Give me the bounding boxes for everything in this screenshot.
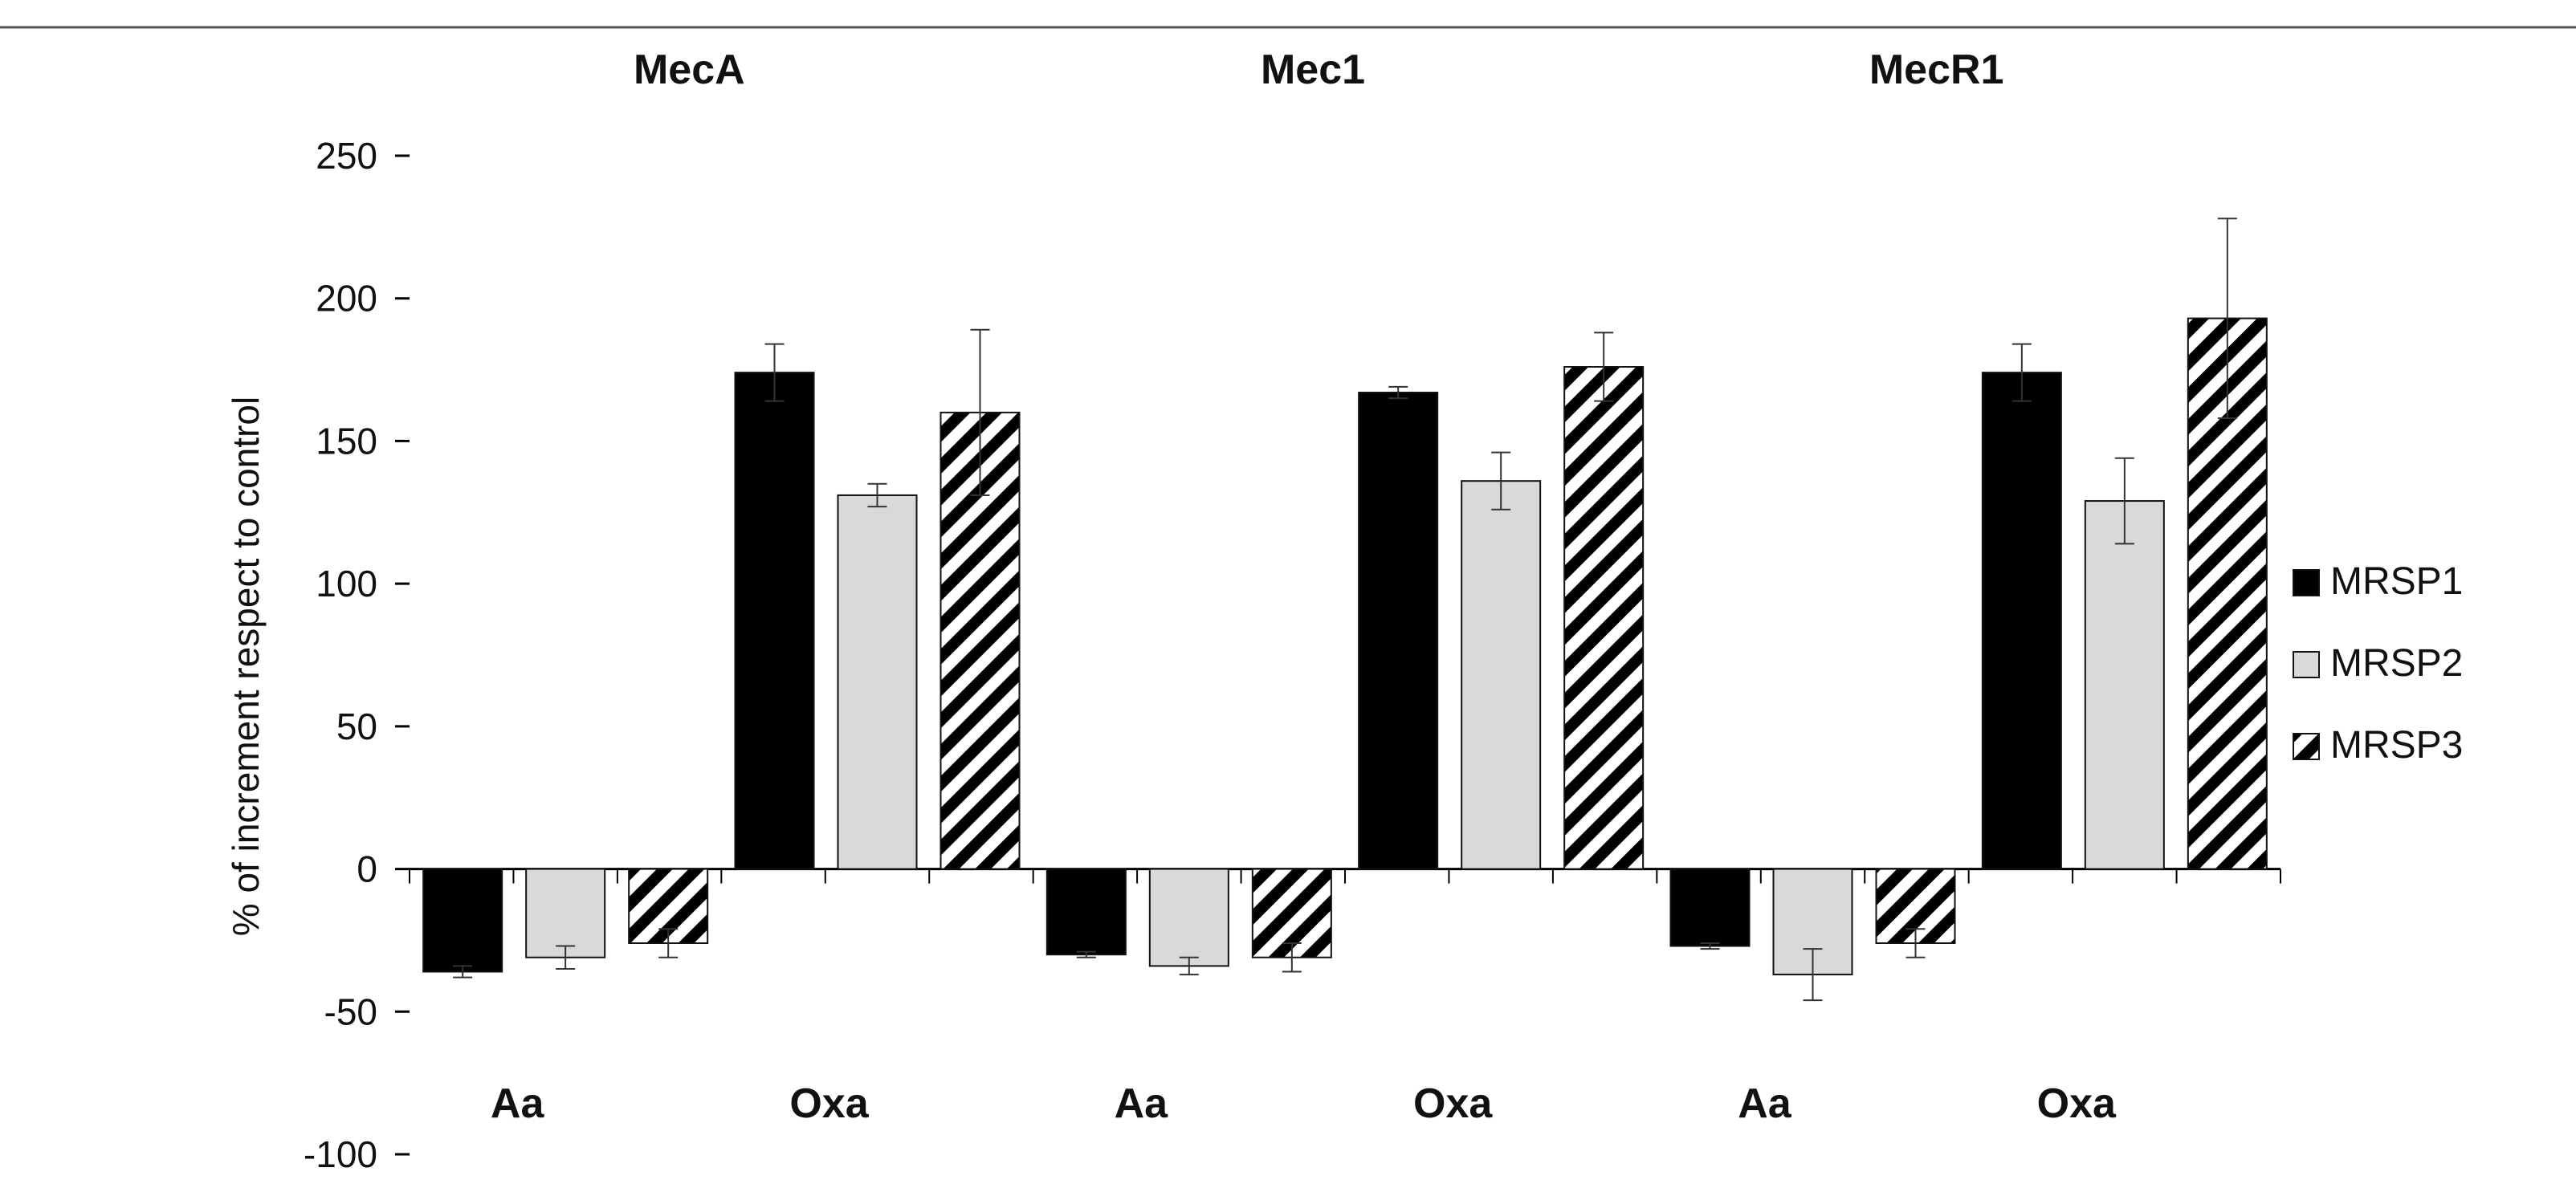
bar-mrsp1: [734, 372, 815, 870]
bar-mrsp1: [422, 868, 503, 973]
y-tick-label: -50: [324, 991, 377, 1032]
bar-mrsp1: [1669, 868, 1751, 947]
legend-label: MRSP3: [2330, 724, 2463, 767]
bar-mrsp3: [1563, 366, 1645, 870]
group-title: MecA: [634, 47, 745, 93]
y-tick-label: 100: [316, 563, 377, 604]
y-tick-label: 0: [357, 848, 377, 890]
bar-mrsp2: [1461, 480, 1542, 870]
group-titles: MecA Mec1 MecR1: [634, 47, 2004, 93]
bar-mrsp2: [525, 868, 606, 958]
legend-label: MRSP1: [2330, 560, 2463, 603]
condition-labels: Aa Oxa Aa Oxa Aa Oxa: [491, 1080, 2117, 1127]
x-axis-baseline: [409, 868, 2281, 884]
y-axis: 250 200 150 100 50 0 -50 -100: [304, 135, 410, 1175]
condition-label: Aa: [491, 1080, 545, 1127]
condition-label: Oxa: [789, 1080, 869, 1127]
condition-label: Oxa: [1413, 1080, 1493, 1127]
bar-mrsp1: [1981, 372, 2062, 870]
bars-layer: [422, 317, 2268, 976]
bar-mrsp2: [837, 494, 918, 870]
bar-mrsp2: [2084, 500, 2165, 870]
error-bars-layer: [453, 218, 2237, 1002]
legend-swatch-mrsp1: [2293, 569, 2320, 596]
legend-swatch-mrsp2: [2293, 651, 2320, 678]
condition-label: Oxa: [2037, 1080, 2117, 1127]
y-tick-label: -100: [304, 1133, 377, 1175]
y-tick-label: 50: [336, 706, 377, 747]
group-title: MecR1: [1869, 47, 2004, 93]
y-tick-label: 250: [316, 135, 377, 177]
condition-label: Aa: [1738, 1080, 1792, 1127]
group-title: Mec1: [1261, 47, 1365, 93]
legend: MRSP1 MRSP2 MRSP3: [2293, 560, 2463, 767]
bar-mrsp2: [1148, 868, 1229, 967]
y-tick-label: 150: [316, 420, 377, 462]
condition-label: Aa: [1115, 1080, 1169, 1127]
bar-mrsp1: [1045, 868, 1127, 956]
y-tick-label: 200: [316, 278, 377, 319]
y-axis-title: % of increment respect to control: [225, 397, 267, 936]
legend-label: MRSP2: [2330, 642, 2463, 685]
legend-swatch-mrsp3: [2293, 733, 2320, 760]
bar-mrsp1: [1358, 392, 1439, 870]
